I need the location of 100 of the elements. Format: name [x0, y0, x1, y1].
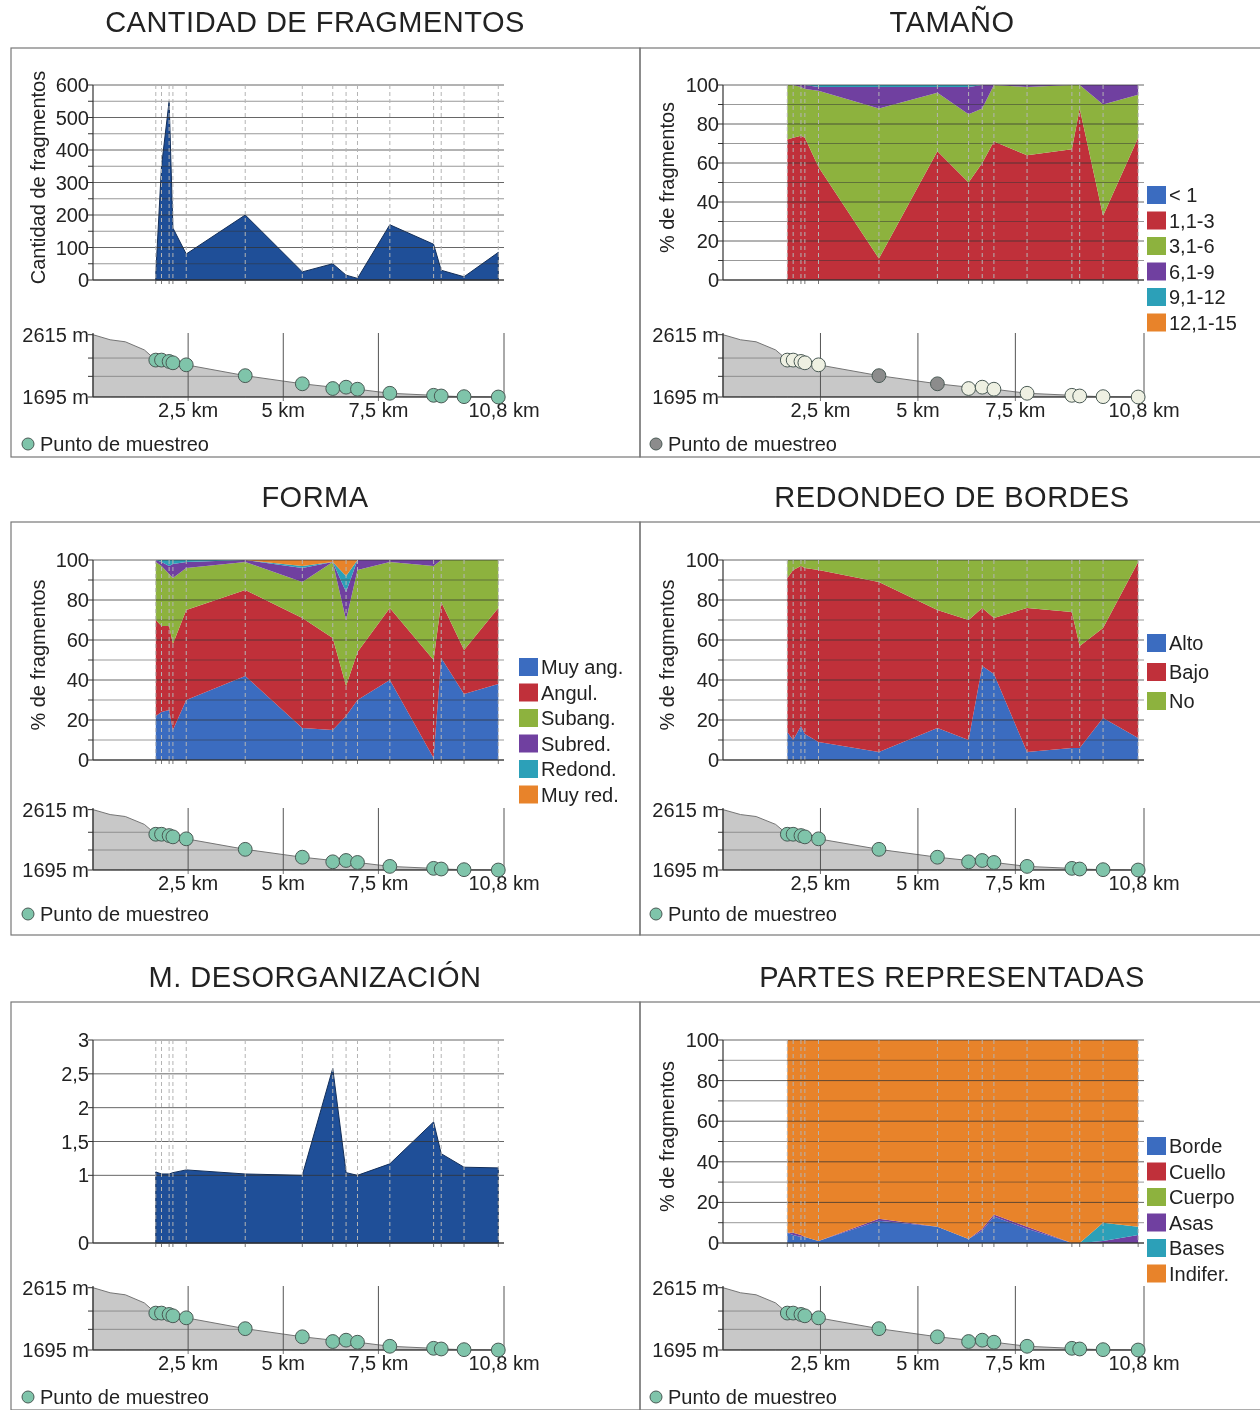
y-tick-label: 100 — [685, 549, 719, 571]
legend-label: Borde — [1169, 1135, 1223, 1157]
legend-label: 6,1-9 — [1169, 260, 1215, 283]
y-tick-label: 60 — [696, 629, 719, 651]
y-tick-label: 0 — [77, 269, 89, 291]
chart-title: FORMA — [261, 481, 369, 514]
legend-label: Bajo — [1169, 661, 1210, 683]
y-axis-title: % de fragmentos — [656, 579, 678, 731]
legend-label: Cuello — [1169, 1160, 1226, 1183]
x-tick-label: 5 km — [261, 399, 305, 421]
y-tick-label: 20 — [696, 709, 719, 731]
legend-label: Punto de muestreo — [40, 903, 209, 925]
legend-label: Muy red. — [541, 783, 619, 806]
y-tick-label: 600 — [55, 74, 89, 96]
x-tick-label: 2,5 km — [790, 1352, 851, 1374]
y-tick-label: 2615 m — [22, 1276, 89, 1299]
legend-label: 3,1-6 — [1169, 235, 1215, 257]
y-tick-label: 2615 m — [22, 798, 89, 821]
x-tick-label: 5 km — [896, 399, 940, 421]
y-tick-label: 1695 m — [652, 1339, 719, 1361]
legend-label: Punto de muestreo — [668, 1386, 837, 1408]
y-tick-label: 400 — [55, 139, 89, 161]
legend-label: Redond. — [541, 758, 617, 780]
y-tick-label: 40 — [696, 669, 719, 691]
x-tick-label: 10,8 km — [1108, 1352, 1180, 1374]
x-tick-label: 7,5 km — [985, 872, 1046, 894]
x-tick-label: 7,5 km — [348, 872, 409, 894]
y-tick-label: 1695 m — [652, 386, 719, 408]
x-tick-label: 2,5 km — [158, 1352, 219, 1374]
y-tick-label: 20 — [696, 230, 719, 252]
x-tick-label: 10,8 km — [468, 872, 540, 894]
chart-title: M. DESORGANIZACIÓN — [148, 961, 482, 994]
y-tick-label: 1695 m — [22, 386, 89, 408]
y-tick-label: 80 — [696, 113, 719, 135]
x-tick-label: 7,5 km — [985, 1352, 1046, 1374]
y-tick-label: 1,5 — [61, 1130, 89, 1153]
y-tick-label: 1695 m — [652, 859, 719, 881]
legend-label: No — [1169, 690, 1195, 712]
y-tick-label: 80 — [696, 1069, 719, 1092]
chart-title: TAMAÑO — [889, 5, 1015, 39]
legend-label: Bases — [1169, 1237, 1225, 1259]
y-tick-label: 0 — [77, 749, 89, 771]
legend-label: Asas — [1169, 1211, 1214, 1234]
legend-label: 9,1-12 — [1169, 286, 1226, 308]
x-tick-label: 5 km — [896, 872, 940, 894]
y-tick-label: 60 — [696, 1110, 719, 1133]
legend-label: 12,1-15 — [1169, 311, 1237, 334]
y-tick-label: 40 — [696, 191, 719, 213]
y-axis-title: % de fragmentos — [656, 101, 678, 254]
y-axis-title: % de fragmentos — [656, 1060, 678, 1213]
y-tick-label: 100 — [685, 74, 719, 96]
y-tick-label: 1695 m — [22, 1339, 89, 1361]
legend-label: Punto de muestreo — [40, 1386, 209, 1408]
y-axis-title: % de fragmentos — [27, 579, 49, 731]
x-tick-label: 2,5 km — [790, 399, 851, 421]
legend-label: Alto — [1169, 632, 1204, 654]
y-tick-label: 200 — [55, 204, 89, 226]
x-tick-label: 10,8 km — [468, 399, 540, 421]
legend-label: Muy ang. — [541, 656, 624, 678]
chart-title: REDONDEO DE BORDES — [774, 481, 1130, 514]
y-tick-label: 1695 m — [22, 859, 89, 881]
y-tick-label: 80 — [66, 589, 89, 611]
y-tick-label: 2615 m — [652, 323, 719, 346]
x-tick-label: 2,5 km — [158, 399, 219, 421]
y-tick-label: 1 — [77, 1164, 89, 1187]
y-tick-label: 2 — [77, 1096, 89, 1119]
legend-label: Cuerpo — [1169, 1186, 1235, 1208]
legend-label: Indifer. — [1169, 1262, 1230, 1285]
legend-label: Punto de muestreo — [668, 903, 837, 925]
chart-title: CANTIDAD DE FRAGMENTOS — [105, 6, 525, 39]
y-tick-label: 0 — [707, 1232, 719, 1254]
y-tick-label: 100 — [55, 236, 89, 259]
legend-label: Angul. — [541, 681, 598, 704]
y-tick-label: 2,5 — [61, 1062, 89, 1085]
y-tick-label: 20 — [696, 1191, 719, 1214]
y-tick-label: 3 — [77, 1029, 89, 1051]
y-tick-label: 500 — [55, 106, 89, 129]
y-tick-label: 60 — [696, 152, 719, 174]
y-tick-label: 2615 m — [652, 798, 719, 821]
y-tick-label: 40 — [66, 669, 89, 691]
x-tick-label: 7,5 km — [348, 1352, 409, 1374]
x-tick-label: 5 km — [896, 1352, 940, 1374]
x-tick-label: 2,5 km — [158, 872, 219, 894]
y-tick-label: 40 — [696, 1150, 719, 1173]
y-tick-label: 300 — [55, 171, 89, 194]
legend-label: Punto de muestreo — [668, 433, 837, 455]
y-axis-title: Cantidad de fragmentos — [27, 70, 49, 285]
y-tick-label: 80 — [696, 589, 719, 611]
y-tick-label: 2615 m — [22, 323, 89, 346]
y-tick-label: 0 — [77, 1232, 89, 1254]
chart-title: PARTES REPRESENTADAS — [759, 961, 1145, 994]
legend-label: Subred. — [541, 732, 612, 755]
x-tick-label: 7,5 km — [348, 399, 409, 421]
legend-label: Subang. — [541, 707, 616, 729]
x-tick-label: 10,8 km — [468, 1352, 540, 1374]
legend-label: Punto de muestreo — [40, 433, 209, 455]
legend-label: 1,1-3 — [1169, 209, 1215, 232]
y-tick-label: 0 — [707, 749, 719, 771]
x-tick-label: 5 km — [261, 872, 305, 894]
x-tick-label: 2,5 km — [790, 872, 851, 894]
